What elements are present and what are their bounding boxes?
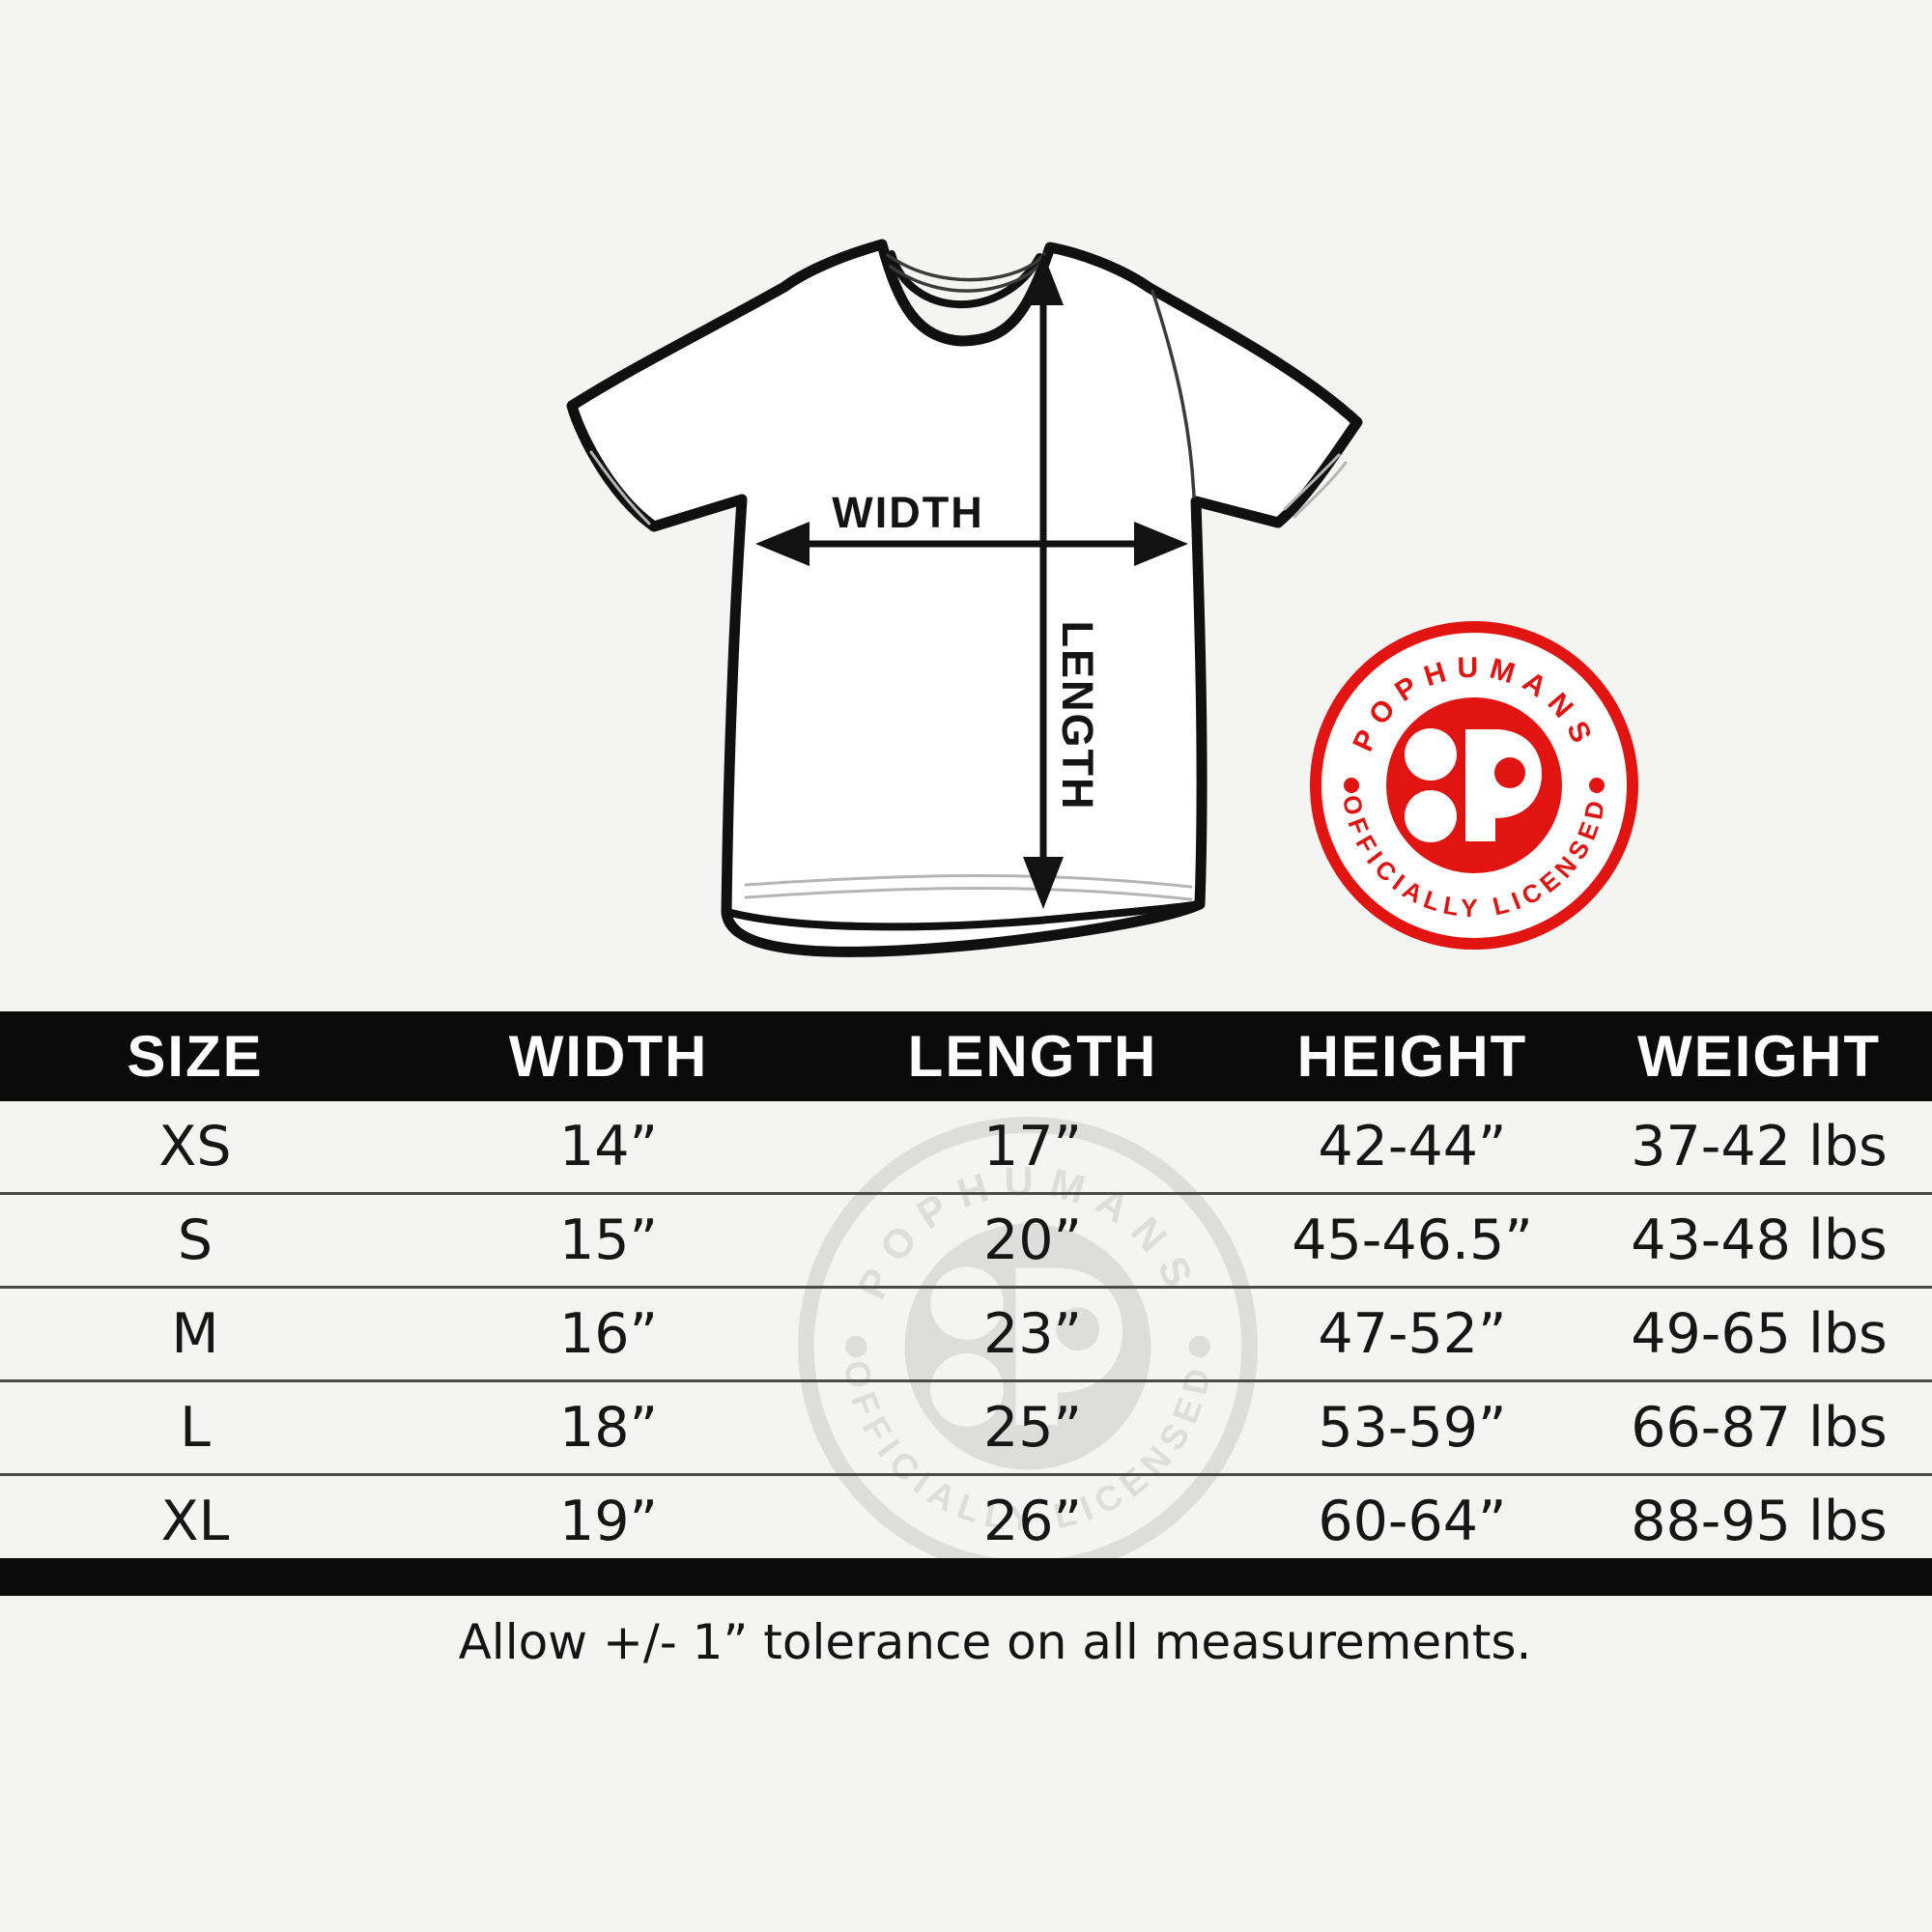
cell-length: 20” bbox=[982, 1208, 1083, 1272]
tshirt-diagram: WIDTH LENGTH bbox=[566, 239, 1363, 957]
header-cell-size: SIZE bbox=[127, 1024, 264, 1089]
cell-height: 47-52” bbox=[1318, 1302, 1507, 1366]
header-cell-height: HEIGHT bbox=[1296, 1024, 1528, 1089]
cell-height: 45-46.5” bbox=[1292, 1208, 1533, 1272]
tshirt-body bbox=[566, 239, 1363, 957]
cell-weight: 37-42 lbs bbox=[1631, 1115, 1888, 1179]
cell-height: 53-59” bbox=[1318, 1396, 1507, 1460]
cell-width: 16” bbox=[558, 1302, 659, 1366]
width-label: WIDTH bbox=[832, 488, 983, 537]
size-table-header-row: SIZE WIDTH LENGTH HEIGHT WEIGHT bbox=[0, 1011, 1932, 1101]
header-cell-width: WIDTH bbox=[508, 1024, 709, 1089]
brand-badge: POPHUMANS OFFICIALLY LICENSED bbox=[1316, 627, 1633, 944]
table-row-s: S 15” 20” 45-46.5” 43-48 lbs bbox=[0, 1192, 1932, 1286]
cell-size: S bbox=[177, 1208, 213, 1272]
width-arrow bbox=[755, 522, 1188, 566]
cell-weight: 49-65 lbs bbox=[1631, 1302, 1888, 1366]
size-table-body: XS 14” 17” 42-44” 37-42 lbs S 15” 20” 45… bbox=[0, 1101, 1932, 1567]
cell-length: 26” bbox=[982, 1490, 1083, 1553]
cell-size: M bbox=[171, 1302, 219, 1366]
cell-height: 60-64” bbox=[1318, 1490, 1507, 1553]
cell-weight: 66-87 lbs bbox=[1631, 1396, 1888, 1460]
cell-width: 19” bbox=[558, 1490, 659, 1553]
cell-width: 15” bbox=[558, 1208, 659, 1272]
cell-width: 14” bbox=[558, 1115, 659, 1179]
header-cell-length: LENGTH bbox=[907, 1024, 1158, 1089]
table-row-m: M 16” 23” 47-52” 49-65 lbs bbox=[0, 1286, 1932, 1379]
cell-length: 23” bbox=[982, 1302, 1083, 1366]
tolerance-note: Allow +/- 1” tolerance on all measuremen… bbox=[458, 1614, 1532, 1670]
cell-height: 42-44” bbox=[1318, 1115, 1507, 1179]
table-row-xl: XL 19” 26” 60-64” 88-95 lbs bbox=[0, 1473, 1932, 1567]
table-row-l: L 18” 25” 53-59” 66-87 lbs bbox=[0, 1379, 1932, 1473]
length-label: LENGTH bbox=[1053, 621, 1102, 811]
length-arrow bbox=[1023, 253, 1064, 909]
cell-length: 17” bbox=[982, 1115, 1083, 1179]
cell-size: XS bbox=[158, 1115, 232, 1179]
cell-weight: 88-95 lbs bbox=[1631, 1490, 1888, 1553]
cell-width: 18” bbox=[558, 1396, 659, 1460]
header-cell-weight: WEIGHT bbox=[1637, 1024, 1881, 1089]
table-row-xs: XS 14” 17” 42-44” 37-42 lbs bbox=[0, 1101, 1932, 1192]
size-table: SIZE WIDTH LENGTH HEIGHT WEIGHT XS 14” 1… bbox=[0, 1011, 1932, 1567]
table-bottom-bar bbox=[0, 1558, 1932, 1596]
cell-weight: 43-48 lbs bbox=[1631, 1208, 1888, 1272]
cell-size: XL bbox=[160, 1490, 230, 1553]
cell-size: L bbox=[180, 1396, 211, 1460]
brand-watermark: POPHUMANS OFFICIALLY LICENSED bbox=[806, 1124, 1249, 1568]
cell-length: 25” bbox=[982, 1396, 1083, 1460]
